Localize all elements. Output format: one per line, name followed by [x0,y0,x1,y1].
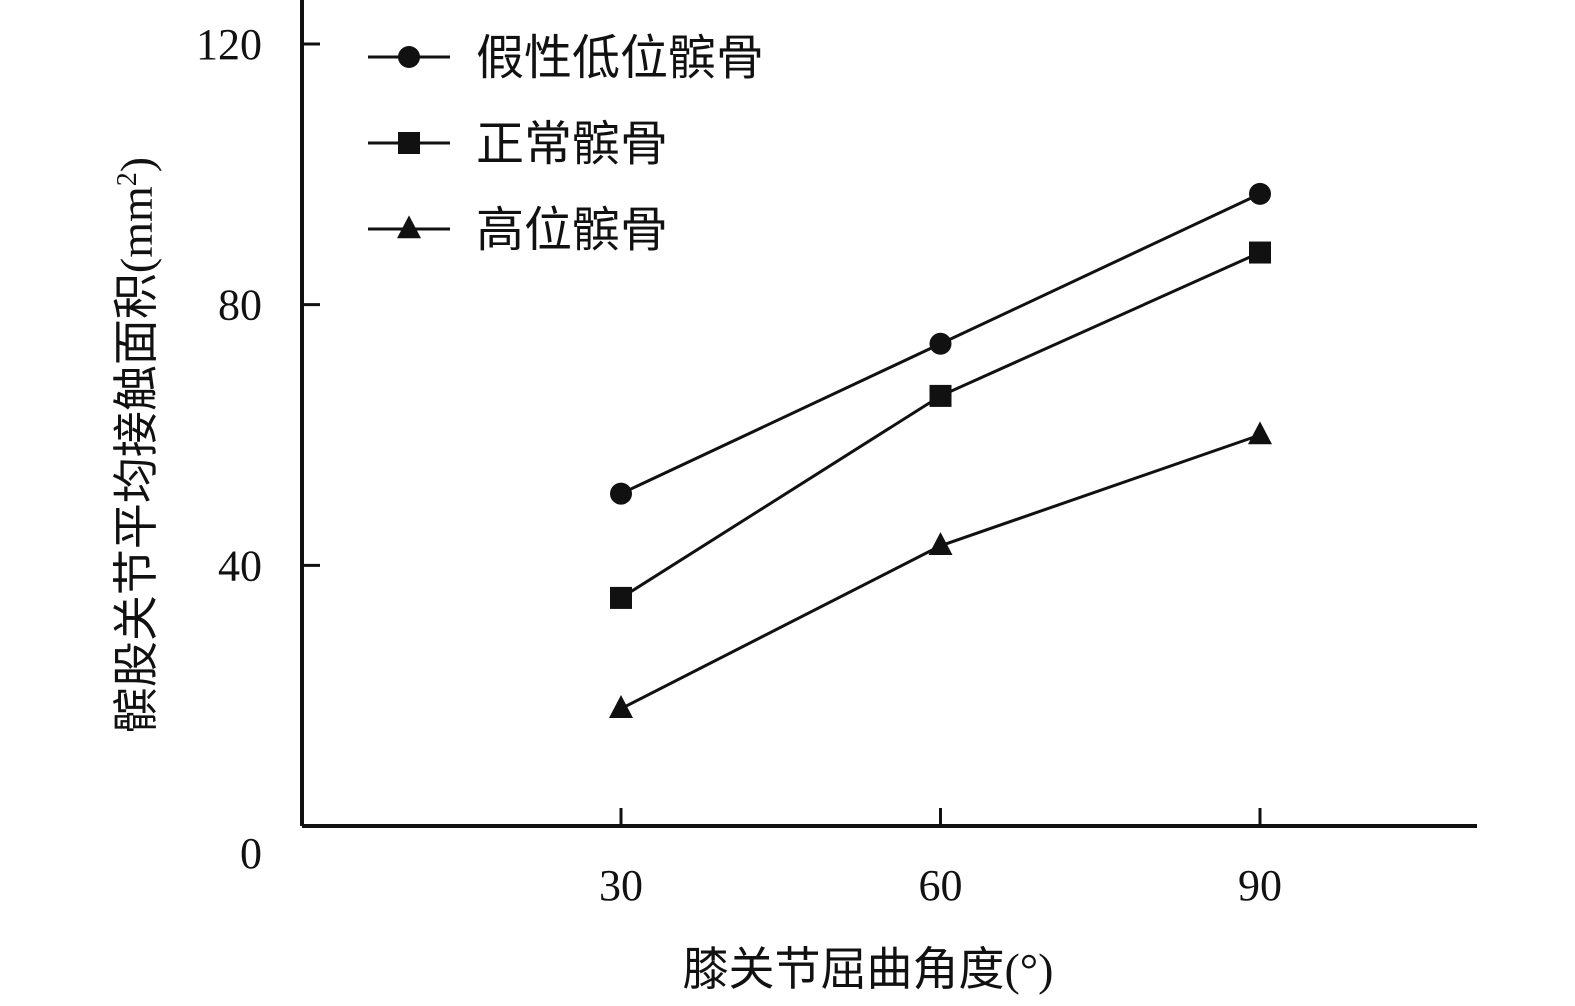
data-point-series-1 [1249,182,1271,205]
legend-label: 高位髌骨 [476,204,668,257]
x-ticks: 30 60 90 [599,808,1282,910]
data-point-series-3 [1248,421,1272,445]
legend-marker [397,215,421,239]
y-tick-label: 0 [240,829,262,878]
y-ticks: 0 40 80 120 [196,20,320,878]
y-axis-title-main: 髌股关节平均接触面积(mm [111,186,162,733]
y-axis-title-close: ) [111,157,162,172]
data-point-series-1 [610,482,632,505]
y-tick-label: 120 [196,20,262,69]
legend-marker [398,46,420,68]
series-markers [609,182,1272,718]
series-lines [620,192,1261,711]
legend-marker [398,132,420,154]
legend-label: 假性低位髌骨 [476,32,764,85]
x-tick-label: 30 [599,861,643,910]
data-point-series-3 [928,532,953,556]
data-point-series-1 [929,332,952,355]
data-point-series-2 [1249,241,1271,264]
data-point-series-2 [929,384,952,407]
x-tick-label: 60 [919,861,963,910]
y-tick-label: 40 [218,541,262,590]
axes [300,0,1477,828]
x-axis-title: 膝关节屈曲角度(°) [682,944,1053,995]
data-point-series-2 [610,586,632,609]
y-tick-label: 80 [218,281,262,330]
x-tick-label: 90 [1238,861,1282,910]
y-axis-title: 髌股关节平均接触面积(mm2) [111,157,162,733]
y-axis-title-superscript: 2 [112,172,143,186]
series-line-3 [620,433,1261,711]
data-point-series-3 [609,695,633,718]
legend-label: 正常髌骨 [476,118,668,171]
